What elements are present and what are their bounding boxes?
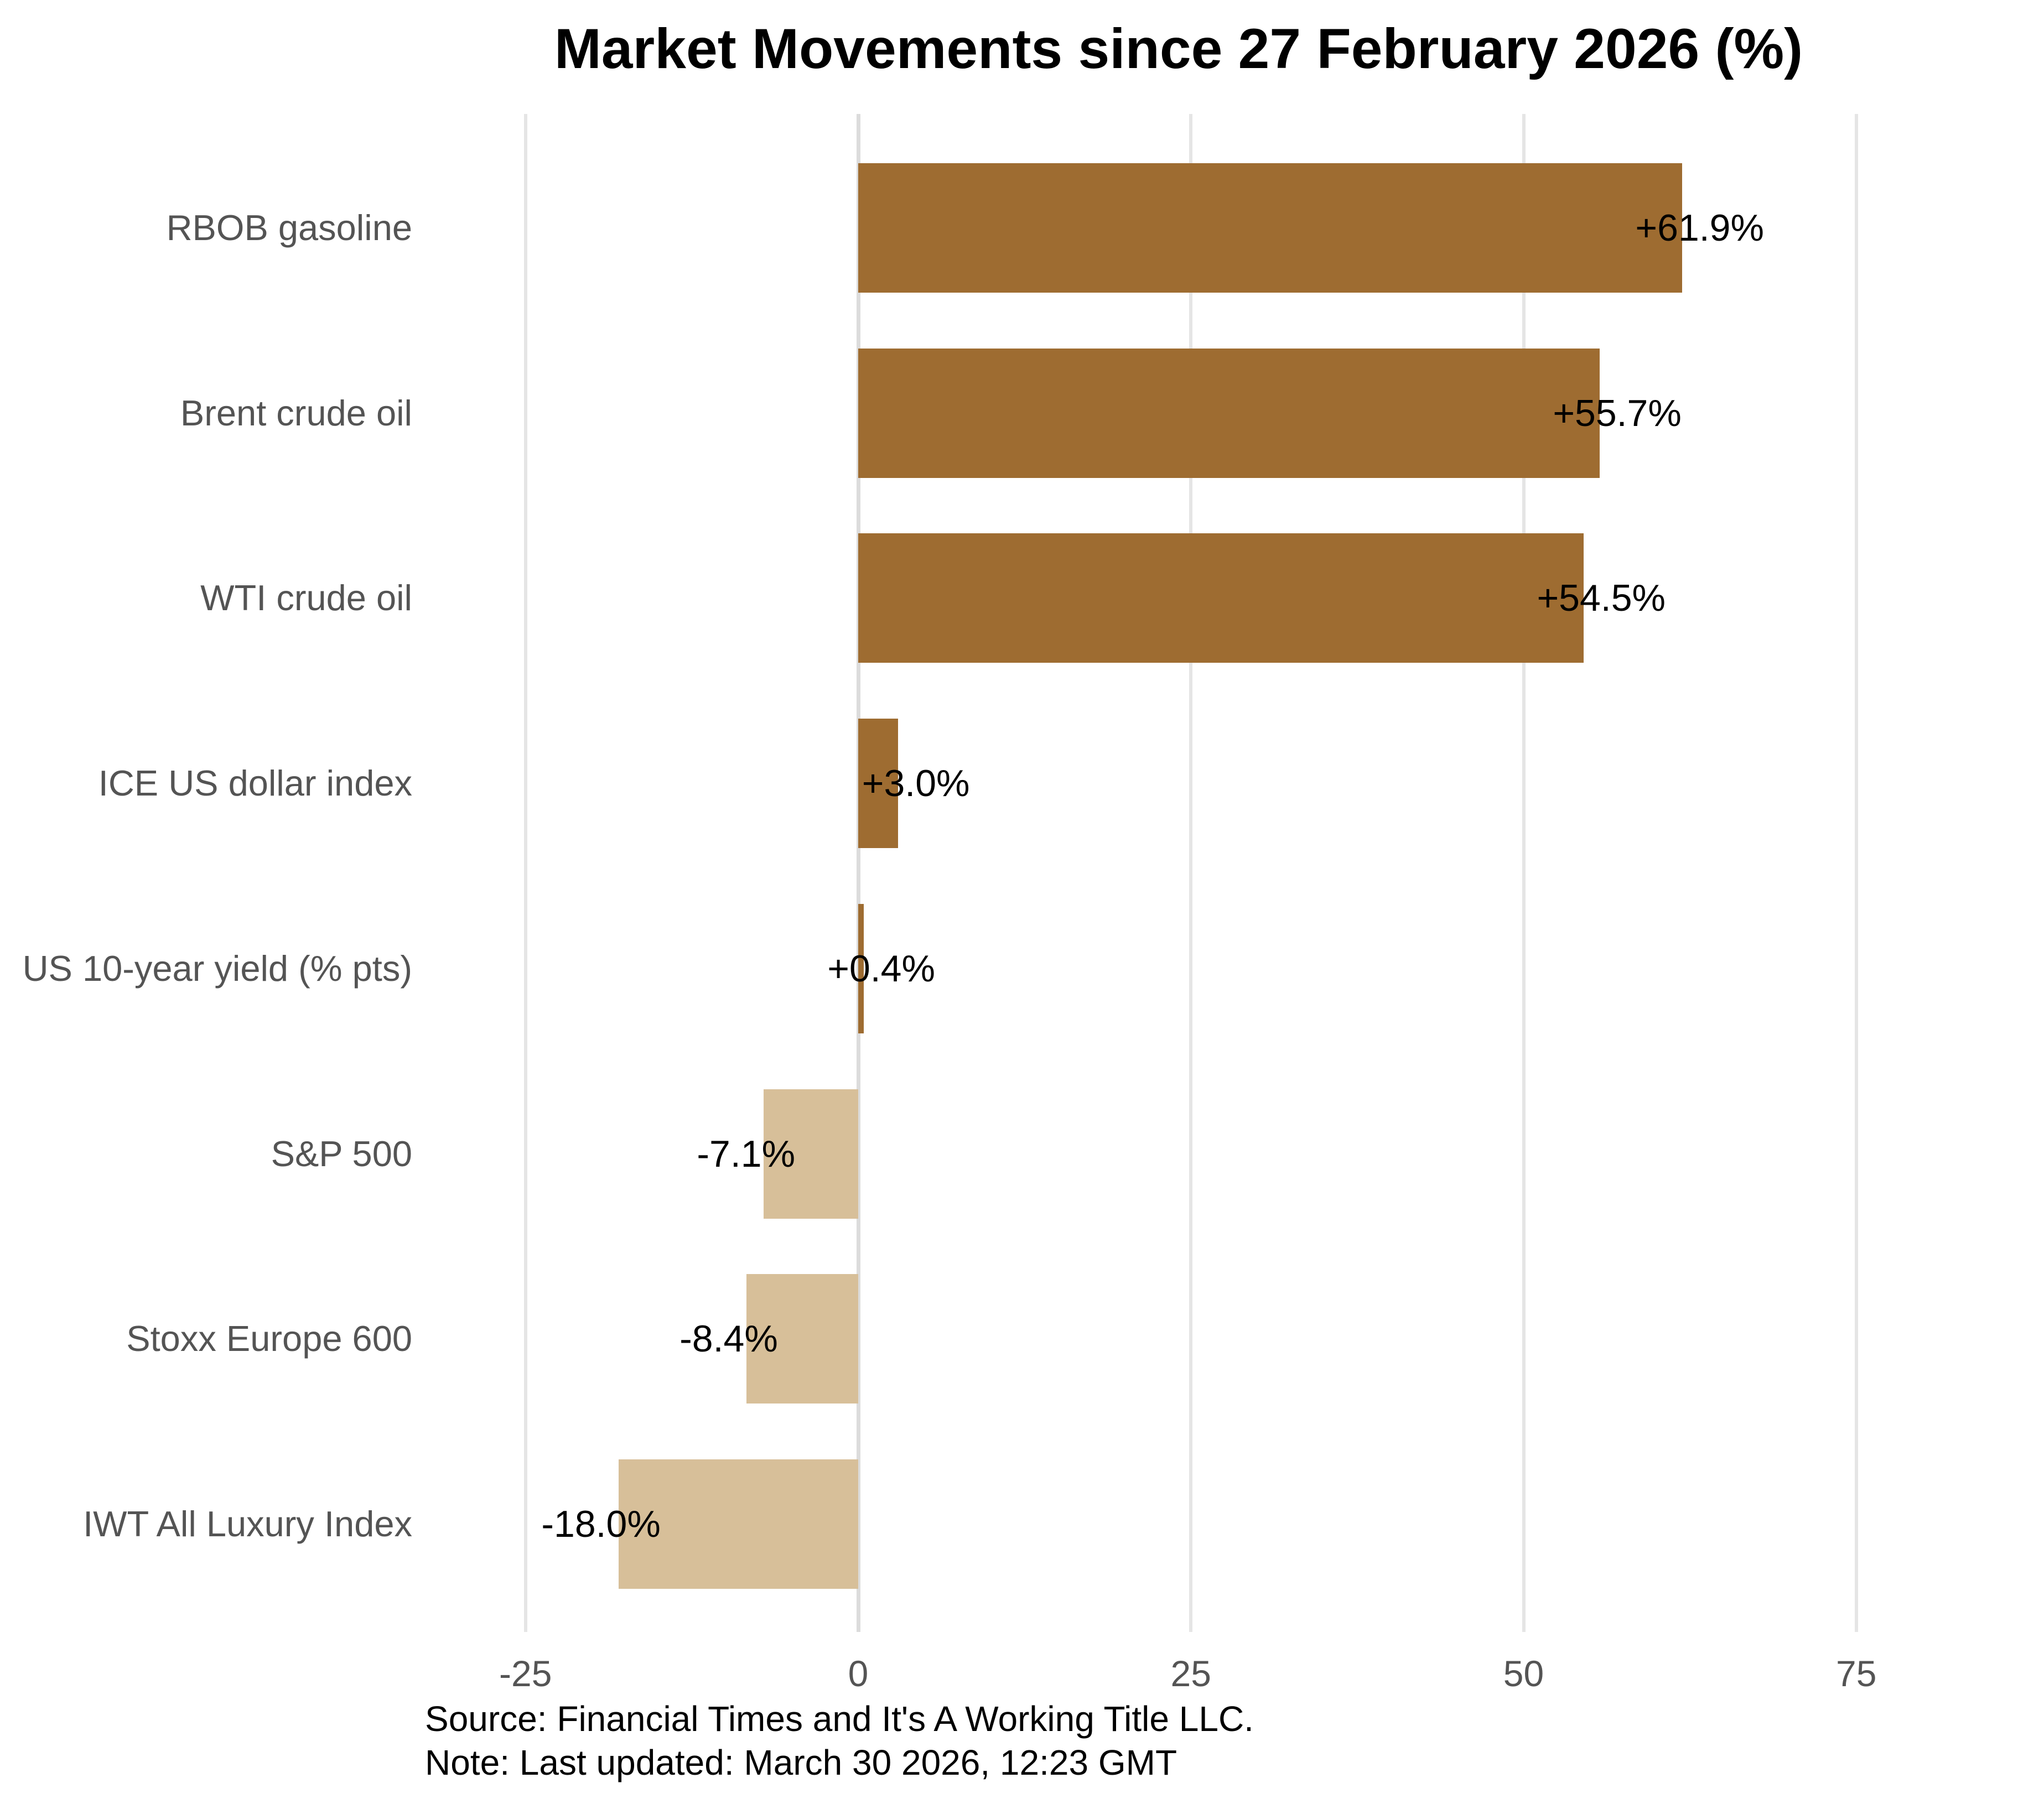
value-label: +61.9% bbox=[1635, 207, 1764, 249]
bar-s-p-500 bbox=[764, 1089, 858, 1219]
category-label: Brent crude oil bbox=[180, 392, 412, 433]
category-label: IWT All Luxury Index bbox=[83, 1503, 412, 1544]
bar-rbob-gasoline bbox=[858, 163, 1682, 293]
x-tick-label: 0 bbox=[848, 1653, 869, 1694]
bar-ice-us-dollar-index bbox=[858, 719, 899, 849]
source-text: Source: Financial Times and It's A Worki… bbox=[425, 1699, 1254, 1739]
category-label: ICE US dollar index bbox=[98, 763, 412, 804]
bar-wti-crude-oil bbox=[858, 533, 1584, 663]
value-label: -8.4% bbox=[679, 1318, 778, 1360]
bar-us-10-year-yield-pts bbox=[858, 903, 864, 1033]
category-label: Stoxx Europe 600 bbox=[126, 1318, 412, 1359]
gridline bbox=[523, 114, 527, 1632]
value-label: -7.1% bbox=[697, 1132, 796, 1175]
x-tick-label: 50 bbox=[1503, 1653, 1544, 1694]
chart-title: Market Movements since 27 February 2026 … bbox=[554, 17, 1803, 80]
value-label: +0.4% bbox=[827, 947, 935, 990]
value-label: +55.7% bbox=[1553, 392, 1682, 434]
category-label: RBOB gasoline bbox=[166, 207, 412, 248]
category-label: WTI crude oil bbox=[200, 578, 412, 618]
note-text: Note: Last updated: March 30 2026, 12:23… bbox=[425, 1743, 1177, 1782]
value-label: -18.0% bbox=[541, 1503, 661, 1545]
bar-stoxx-europe-600 bbox=[746, 1274, 858, 1404]
value-label: +54.5% bbox=[1537, 577, 1666, 620]
category-label: S&P 500 bbox=[271, 1133, 412, 1174]
x-tick-label: 75 bbox=[1836, 1653, 1877, 1694]
gridline bbox=[1189, 114, 1193, 1632]
value-label: +3.0% bbox=[862, 762, 970, 805]
category-label: US 10-year yield (% pts) bbox=[22, 948, 412, 989]
bar-brent-crude-oil bbox=[858, 348, 1600, 478]
x-tick-label: 25 bbox=[1170, 1653, 1211, 1694]
x-tick-label: -25 bbox=[499, 1653, 552, 1694]
chart-footer: Source: Financial Times and It's A Worki… bbox=[425, 1697, 1974, 1785]
gridline bbox=[1854, 114, 1858, 1632]
bar-iwt-all-luxury-index bbox=[619, 1459, 858, 1589]
gridline bbox=[1522, 114, 1526, 1632]
zero-gridline bbox=[856, 114, 860, 1632]
